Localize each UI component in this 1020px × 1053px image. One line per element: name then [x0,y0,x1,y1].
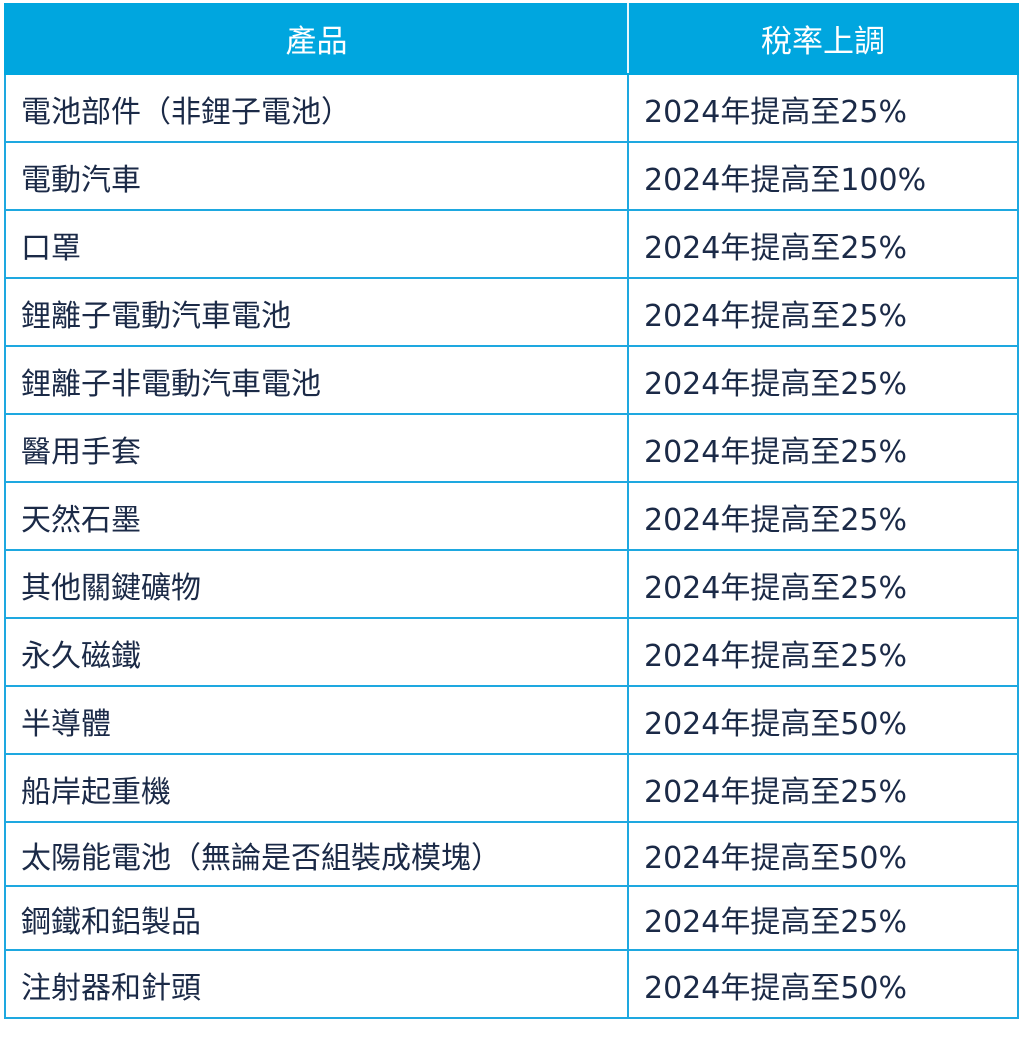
table-row: 注射器和針頭 2024年提高至50% [4,949,1019,1019]
rate-cell: 2024年提高至25% [627,345,1019,415]
rate-cell: 2024年提高至25% [627,413,1019,483]
table-row: 太陽能電池（無論是否組裝成模塊） 2024年提高至50% [4,821,1019,887]
rate-cell: 2024年提高至25% [627,753,1019,823]
rate-cell: 2024年提高至50% [627,821,1019,887]
table-row: 口罩 2024年提高至25% [4,209,1019,279]
product-cell: 永久磁鐵 [4,617,629,687]
rate-cell: 2024年提高至100% [627,141,1019,211]
table-row: 天然石墨 2024年提高至25% [4,481,1019,551]
product-cell: 太陽能電池（無論是否組裝成模塊） [4,821,629,887]
table-row: 電池部件（非鋰子電池） 2024年提高至25% [4,73,1019,143]
table-row: 電動汽車 2024年提高至100% [4,141,1019,211]
tariff-table: 產品 稅率上調 電池部件（非鋰子電池） 2024年提高至25% 電動汽車 202… [4,3,1019,1019]
rate-cell: 2024年提高至25% [627,481,1019,551]
product-cell: 電動汽車 [4,141,629,211]
rate-cell: 2024年提高至25% [627,617,1019,687]
rate-cell: 2024年提高至50% [627,949,1019,1019]
product-cell: 電池部件（非鋰子電池） [4,73,629,143]
product-cell: 其他關鍵礦物 [4,549,629,619]
header-product: 產品 [4,3,629,75]
product-cell: 鋼鐵和鋁製品 [4,885,629,951]
table-row: 鋰離子非電動汽車電池 2024年提高至25% [4,345,1019,415]
header-row: 產品 稅率上調 [4,3,1019,75]
product-cell: 船岸起重機 [4,753,629,823]
rate-cell: 2024年提高至25% [627,549,1019,619]
product-cell: 天然石墨 [4,481,629,551]
table-row: 永久磁鐵 2024年提高至25% [4,617,1019,687]
product-cell: 醫用手套 [4,413,629,483]
table-row: 船岸起重機 2024年提高至25% [4,753,1019,823]
table-row: 其他關鍵礦物 2024年提高至25% [4,549,1019,619]
table-row: 醫用手套 2024年提高至25% [4,413,1019,483]
rate-cell: 2024年提高至25% [627,885,1019,951]
header-rate: 稅率上調 [627,3,1019,75]
rate-cell: 2024年提高至25% [627,73,1019,143]
rate-cell: 2024年提高至25% [627,277,1019,347]
product-cell: 口罩 [4,209,629,279]
table-row: 鋼鐵和鋁製品 2024年提高至25% [4,885,1019,951]
rate-cell: 2024年提高至50% [627,685,1019,755]
product-cell: 注射器和針頭 [4,949,629,1019]
product-cell: 半導體 [4,685,629,755]
product-cell: 鋰離子非電動汽車電池 [4,345,629,415]
product-cell: 鋰離子電動汽車電池 [4,277,629,347]
rate-cell: 2024年提高至25% [627,209,1019,279]
table-row: 鋰離子電動汽車電池 2024年提高至25% [4,277,1019,347]
table-row: 半導體 2024年提高至50% [4,685,1019,755]
